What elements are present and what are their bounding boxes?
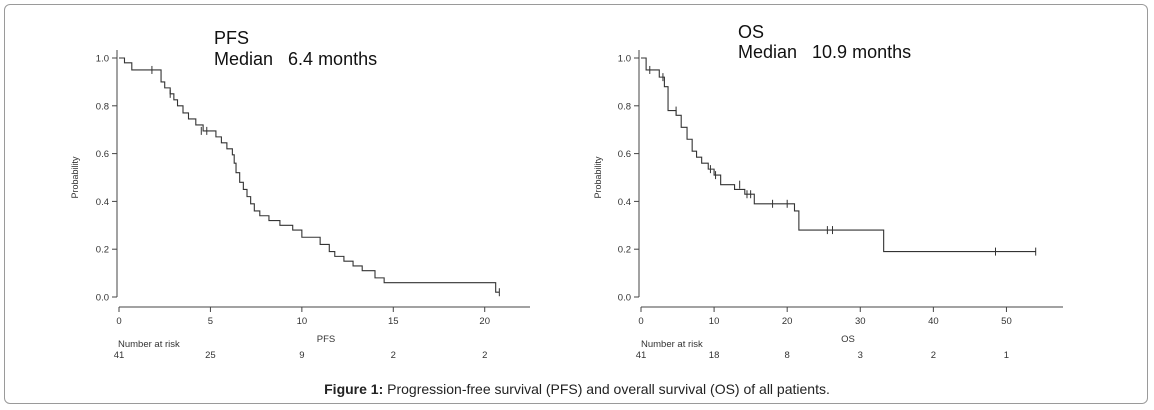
x-tick-label-1-4: 40 [928,316,939,327]
risk-value-0-3: 2 [391,350,396,361]
y-tick-label-0-0: 0.0 [96,293,109,304]
y-tick-label-0-5: 1.0 [96,54,109,65]
risk-table-label-0: Number at risk [118,339,180,350]
x-tick-label-1-1: 10 [709,316,720,327]
x-tick-label-0-1: 5 [208,316,213,327]
y-tick-label-1-4: 0.8 [618,101,631,112]
risk-value-1-4: 2 [931,350,936,361]
risk-value-1-2: 8 [785,350,790,361]
y-tick-label-0-3: 0.6 [96,149,109,160]
x-tick-label-0-2: 10 [297,316,308,327]
chart-title-1: OS [738,22,764,42]
figure-caption: Figure 1: Progression-free survival (PFS… [0,381,1154,397]
x-tick-label-1-2: 20 [782,316,793,327]
y-tick-label-1-1: 0.2 [618,245,631,256]
survival-curve-1 [641,57,1036,253]
x-tick-label-1-3: 30 [855,316,866,327]
x-tick-label-1-0: 0 [638,316,643,327]
survival-curve-0 [119,57,500,293]
y-tick-label-1-0: 0.0 [618,293,631,304]
x-tick-label-0-0: 0 [116,316,121,327]
risk-value-0-4: 2 [482,350,487,361]
risk-value-0-0: 41 [114,350,125,361]
risk-value-1-3: 3 [858,350,863,361]
figure-frame [4,4,1148,404]
chart-subtitle-0: Median 6.4 months [214,49,377,69]
risk-value-0-1: 25 [205,350,216,361]
x-tick-label-0-3: 15 [388,316,399,327]
x-axis-label-1: OS [841,334,855,345]
y-axis-label-0: Probability [70,156,80,199]
risk-value-0-2: 9 [299,350,304,361]
chart-title-0: PFS [214,28,249,48]
risk-value-1-5: 1 [1004,350,1009,361]
chart-subtitle-1: Median 10.9 months [738,42,911,62]
y-tick-label-1-3: 0.6 [618,149,631,160]
risk-value-1-0: 41 [636,350,647,361]
y-tick-label-0-4: 0.8 [96,101,109,112]
y-tick-label-0-2: 0.4 [96,197,109,208]
x-axis-label-0: PFS [317,334,335,345]
risk-value-1-1: 18 [709,350,720,361]
risk-table-label-1: Number at risk [641,339,703,350]
caption-label: Figure 1: [324,381,384,397]
y-tick-label-1-2: 0.4 [618,197,631,208]
y-tick-label-1-5: 1.0 [618,54,631,65]
x-tick-label-1-5: 50 [1001,316,1012,327]
caption-text: Progression-free survival (PFS) and over… [383,381,830,397]
x-tick-label-0-4: 20 [479,316,490,327]
y-axis-label-1: Probability [593,156,603,199]
y-tick-label-0-1: 0.2 [96,245,109,256]
